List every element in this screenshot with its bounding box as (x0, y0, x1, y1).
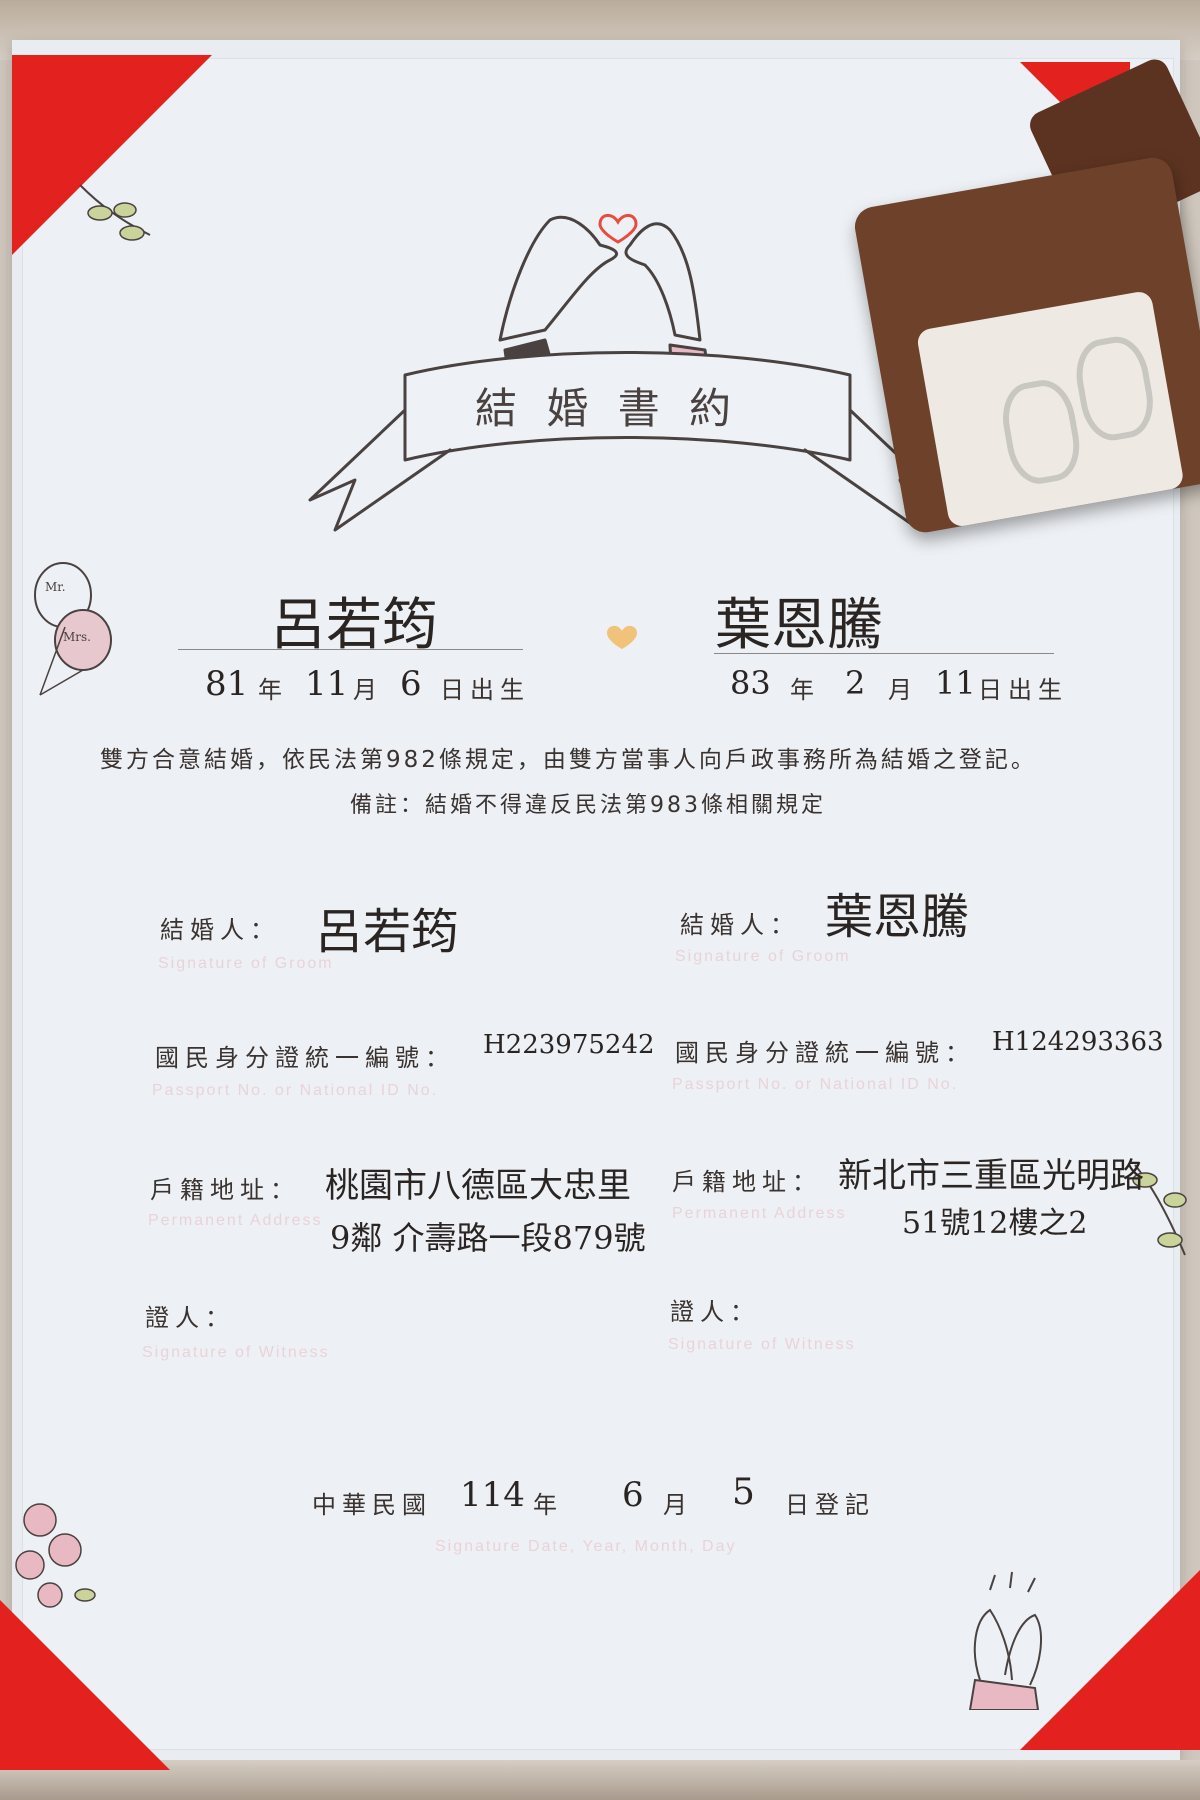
table-surface-bottom (0, 1760, 1200, 1800)
heart-icon (598, 214, 638, 244)
witness-label-left: 證人： (145, 1304, 235, 1332)
year-label: 年 (533, 1491, 563, 1519)
red-corner-bottom-right (1020, 1570, 1200, 1750)
bride-birth-month: 11 (305, 664, 349, 704)
ribbon-banner-icon (403, 351, 852, 462)
marriage-statement: 雙方合意結婚，依民法第982條規定，由雙方當事人向戶政事務所為結婚之登記。 (100, 747, 1037, 773)
red-corner-top-left (12, 55, 212, 255)
name-underline-right (714, 653, 1054, 654)
bride-name: 呂若筠 (270, 593, 438, 658)
id-label-left: 國民身分證統一編號： (155, 1044, 455, 1072)
id-sub-left: Passport No. or National ID No. (152, 1082, 439, 1099)
registration-day: 5 (732, 1472, 755, 1513)
ring-icon (996, 375, 1086, 489)
date-suffix: 日登記 (785, 1491, 875, 1519)
registration-year: 114 (460, 1475, 525, 1515)
red-corner-bottom-left (0, 1600, 170, 1770)
mr-label: Mr. (45, 580, 66, 594)
bride-address-line2: 9鄰 介壽路一段879號 (330, 1219, 646, 1257)
month-label: 月 (353, 676, 383, 704)
right-hand-icon (624, 222, 702, 342)
bride-signature: 呂若筠 (315, 904, 460, 960)
clapping-hands-icon (968, 1571, 1042, 1710)
left-hand-icon (498, 215, 618, 342)
groom-signature: 葉恩騰 (825, 889, 970, 945)
groom-address-line1: 新北市三重區光明路 (838, 1156, 1144, 1196)
id-label-right: 國民身分證統一編號： (675, 1039, 975, 1067)
registration-month: 6 (622, 1475, 644, 1515)
witness-label-right: 證人： (670, 1298, 760, 1326)
witness-sub-right: Signature of Witness (668, 1336, 856, 1353)
ring-box-body (851, 154, 1200, 536)
leaf-sprig-icon (79, 184, 151, 241)
bride-address-line1: 桃園市八德區大忠里 (325, 1166, 631, 1206)
marriage-note: 備註：結婚不得違反民法第983條相關規定 (350, 793, 826, 818)
month-label: 月 (888, 676, 918, 704)
ring-icon (1070, 332, 1160, 445)
address-label-right: 戶籍地址： (672, 1168, 822, 1196)
ring-box (851, 54, 1200, 536)
address-label-left: 戶籍地址： (150, 1176, 300, 1204)
groom-address-line2: 51號12樓之2 (902, 1206, 1088, 1241)
groom-birth-year: 83 (730, 664, 771, 702)
bride-id-number: H223975242 (483, 1030, 655, 1060)
groom-birth-month: 2 (845, 664, 866, 702)
month-label: 月 (663, 1491, 693, 1519)
year-label: 年 (258, 676, 288, 704)
groom-label-left: 結婚人： (160, 916, 280, 944)
groom-name: 葉恩騰 (715, 593, 883, 658)
mrs-label: Mrs. (63, 630, 91, 644)
bride-birth-day: 6 (400, 664, 422, 704)
groom-label-right: 結婚人： (680, 911, 800, 939)
witness-sub-left: Signature of Witness (142, 1344, 330, 1361)
address-sub-left: Permanent Address (148, 1212, 323, 1229)
year-label: 年 (790, 676, 820, 704)
heart-icon (607, 625, 637, 649)
date-prefix: 中華民國 (312, 1491, 432, 1519)
groom-sub-right: Signature of Groom (675, 948, 851, 965)
address-sub-right: Permanent Address (672, 1205, 847, 1222)
bride-birth-year: 81 (205, 664, 249, 704)
groom-sub-left: Signature of Groom (158, 955, 334, 972)
balloons-icon: Mr. Mrs. (34, 562, 112, 696)
date-sub: Signature Date, Year, Month, Day (435, 1538, 737, 1555)
leaf-sprig-icon (1132, 1164, 1187, 1256)
id-sub-right: Passport No. or National ID No. (672, 1076, 959, 1093)
flower-bunch-icon (15, 1503, 96, 1608)
groom-id-number: H124293363 (992, 1027, 1164, 1057)
birth-suffix: 日出生 (440, 676, 530, 704)
groom-birth-day: 11 (935, 664, 976, 702)
ring-cushion (915, 289, 1185, 529)
birth-suffix: 日出生 (978, 676, 1068, 704)
name-underline-left (178, 649, 523, 650)
certificate-title: 結 婚 書 約 (475, 384, 740, 433)
